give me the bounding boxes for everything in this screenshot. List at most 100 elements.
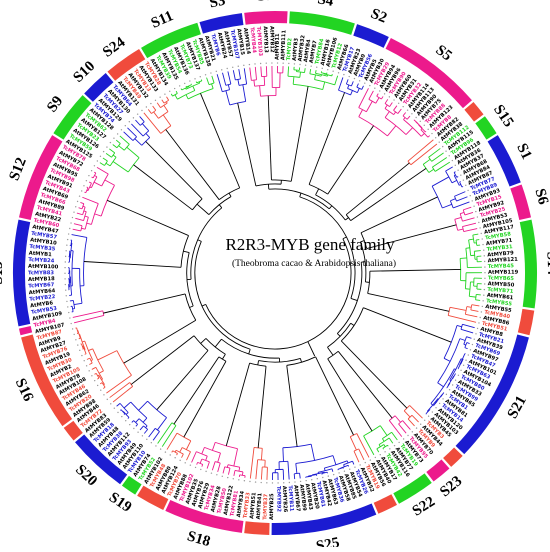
leaf-tip [322, 477, 323, 478]
leaf-tip [407, 435, 408, 436]
leaf-tip [155, 100, 156, 101]
leaf-tip [299, 64, 300, 65]
branch [102, 379, 103, 380]
leaf-tip [328, 475, 329, 476]
leaf-tip [338, 472, 339, 473]
leaf-tip [155, 445, 156, 446]
leaf-tip [424, 125, 425, 126]
branch [476, 300, 481, 301]
branch [192, 452, 197, 463]
leaf-tip [428, 416, 429, 417]
branch [366, 101, 372, 111]
branch [207, 462, 209, 469]
branch [283, 448, 284, 462]
leaf-tip [72, 328, 73, 329]
subgroup-label: S1 [513, 141, 534, 162]
subgroup-label: S18 [185, 528, 212, 547]
leaf-tip [481, 311, 482, 312]
leaf-tip [439, 403, 440, 404]
branch [408, 419, 414, 426]
branch [469, 296, 476, 297]
leaf-tip [232, 67, 233, 68]
leaf-tip [125, 420, 126, 421]
leaf-tip [389, 96, 390, 97]
branch [359, 449, 364, 460]
branch [212, 462, 215, 471]
branch [354, 451, 359, 462]
branch [227, 465, 228, 468]
subgroup-ring-segment [289, 11, 355, 34]
leaf-tip [73, 334, 74, 335]
branch [234, 470, 235, 475]
leaf-tip [480, 317, 481, 318]
leaf-tip [174, 457, 175, 458]
leaf-tip [94, 380, 95, 381]
leaf-tip [365, 462, 366, 463]
leaf-tip [484, 283, 485, 284]
leaf-tip [411, 113, 412, 114]
leaf-tip [79, 195, 80, 196]
branch [181, 89, 182, 90]
branch [244, 68, 246, 84]
subgroup-ring-segment [520, 220, 537, 309]
branch [97, 167, 108, 174]
branch [223, 467, 225, 474]
subgroup-label: S21 [505, 393, 530, 421]
leaf-tip [389, 448, 390, 449]
branch [394, 112, 396, 115]
branch [75, 218, 83, 220]
branch [187, 452, 191, 460]
leaf-tip [481, 233, 482, 234]
leaf-tip [452, 384, 453, 385]
branch [399, 424, 407, 433]
leaf-tip [435, 137, 436, 138]
branch [421, 128, 422, 129]
branch [351, 323, 354, 325]
leaf-tip [427, 129, 428, 130]
leaf-tip [146, 439, 147, 440]
leaf-tip [137, 113, 138, 114]
leaf-label: AtMYB25 [269, 493, 275, 520]
subgroup-label: S2 [368, 6, 389, 27]
branch [135, 120, 140, 125]
branch [403, 112, 406, 115]
subgroup-ring-segment [244, 521, 269, 535]
branch [143, 418, 147, 422]
subgroup-label: S19 [106, 489, 134, 515]
leaf-tip [455, 165, 456, 166]
subgroup-label: S9 [44, 93, 66, 115]
branch [182, 454, 184, 458]
branch [390, 102, 393, 106]
branch [222, 354, 225, 359]
leaf-tip [369, 85, 370, 86]
branch [260, 86, 261, 96]
leaf-tip [68, 312, 69, 313]
leaf-tip [449, 389, 450, 390]
branch [382, 439, 384, 442]
leaf-tip [81, 190, 82, 191]
leaf-tip [472, 200, 473, 201]
branch [202, 464, 203, 466]
leaf-tip [73, 211, 74, 212]
branch [139, 401, 148, 410]
branch [124, 132, 133, 141]
leaf-tip [114, 408, 115, 409]
leaf-tip [478, 222, 479, 223]
branch [176, 91, 177, 93]
leaf-tip [117, 412, 118, 413]
branch [92, 367, 96, 369]
leaf-tip [403, 438, 404, 439]
subgroup-label: S5 [432, 42, 454, 64]
leaf-tip [179, 85, 180, 86]
leaf-tip [70, 323, 71, 324]
subgroup-label: S3 [208, 0, 227, 12]
leaf-tip [222, 476, 223, 477]
leaf-tip [64, 273, 65, 274]
branch [119, 146, 125, 151]
branch [73, 229, 81, 231]
branch [300, 193, 301, 197]
subgroup-ring-segment [464, 102, 483, 122]
leaf-tip [97, 160, 98, 161]
branch [120, 136, 129, 144]
subgroup-label: S6 [531, 187, 550, 207]
